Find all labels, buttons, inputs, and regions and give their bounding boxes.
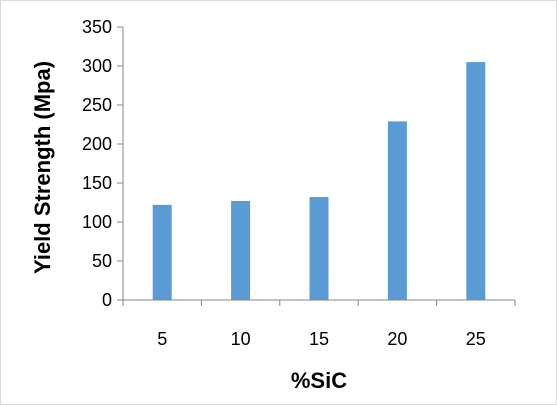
bars: [152, 62, 486, 300]
x-tick-label: 20: [387, 329, 407, 349]
y-tick-label: 300: [82, 56, 112, 76]
x-tick-label: 15: [309, 329, 329, 349]
bar-10: [231, 200, 251, 300]
x-tick-label: 5: [157, 329, 167, 349]
y-tick-label: 250: [82, 95, 112, 115]
y-tick-label: 350: [82, 17, 112, 37]
bar-20: [387, 121, 407, 300]
x-tick-label: 25: [466, 329, 486, 349]
x-axis-ticks: 5 10 15 20 25: [122, 300, 516, 349]
y-tick-label: 150: [82, 173, 112, 193]
x-tick-label: 10: [231, 329, 251, 349]
bar-25: [466, 62, 486, 300]
y-axis-title: Yield Strength (Mpa): [30, 61, 55, 274]
y-tick-label: 100: [82, 212, 112, 232]
bar-15: [309, 197, 329, 300]
y-tick-label: 50: [92, 251, 112, 271]
y-tick-label: 200: [82, 134, 112, 154]
bar-5: [152, 204, 172, 300]
y-axis-ticks: 0 50 100 150 200 250 300 350: [82, 17, 123, 310]
y-tick-label: 0: [102, 290, 112, 310]
x-axis-title: %SiC: [291, 368, 347, 393]
